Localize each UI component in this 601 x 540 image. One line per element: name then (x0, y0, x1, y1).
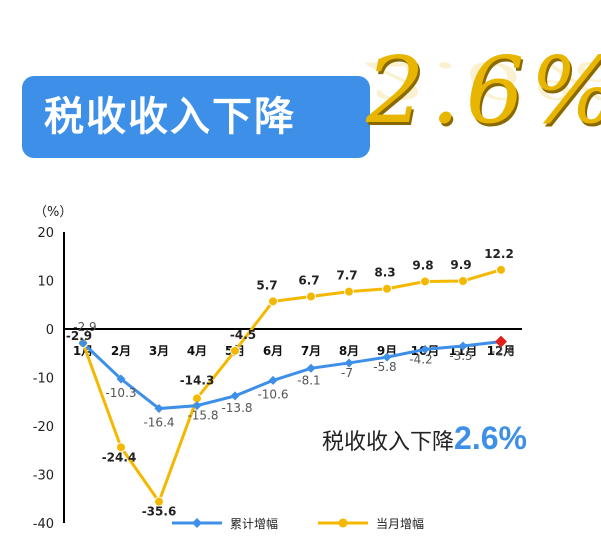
data-label-cumulative: -2.6 (491, 345, 514, 359)
y-tick-label: -10 (33, 372, 54, 387)
y-tick-label: -20 (33, 420, 54, 435)
x-tick-label: 6月 (263, 344, 283, 358)
y-tick-label: 10 (37, 275, 54, 290)
data-label-monthly: 5.7 (256, 278, 277, 292)
point-monthly (230, 345, 240, 356)
series-line-monthly (81, 268, 502, 505)
data-label-cumulative: -4.2 (409, 352, 432, 366)
x-tick-label: 9月 (377, 344, 397, 358)
y-axis-label: （%） (34, 205, 72, 220)
point-monthly (116, 442, 126, 453)
point-cumulative (230, 391, 240, 401)
data-label-cumulative: -3.5 (449, 349, 472, 363)
y-tick-label: 20 (37, 226, 54, 241)
banner-title: 税收收入下降 (44, 94, 296, 140)
data-label-cumulative: -16.4 (143, 416, 174, 430)
point-cumulative-last (495, 335, 507, 348)
y-tick-label: 0 (46, 323, 54, 338)
data-label-monthly: 9.9 (450, 258, 471, 272)
data-label-monthly: -4.5 (230, 328, 256, 342)
x-tick-label: 12月 (487, 344, 516, 358)
x-tick-label: 4月 (187, 344, 207, 358)
data-label-cumulative: -2.9 (73, 320, 96, 334)
data-label-monthly: 7.7 (336, 269, 357, 283)
callout: 税收收入下降2.6% (322, 420, 527, 457)
point-cumulative (78, 338, 88, 348)
data-label-monthly: 6.7 (298, 274, 319, 288)
point-cumulative (116, 374, 126, 384)
title-banner (22, 76, 370, 158)
x-tick-label: 2月 (111, 344, 131, 358)
data-label-cumulative: -10.3 (105, 386, 136, 400)
legend-marker-cumulative (192, 518, 202, 528)
data-label-cumulative: -5.8 (373, 360, 396, 374)
y-tick-label: -40 (33, 517, 54, 532)
legend-label-monthly: 当月增幅 (376, 516, 424, 531)
highlight-number: 2.6% (366, 37, 601, 144)
y-tick-label: -30 (33, 469, 54, 484)
point-monthly (420, 276, 430, 287)
data-label-cumulative: -15.8 (187, 409, 218, 423)
point-cumulative (420, 344, 430, 354)
callout-text: 税收收入下降 (322, 430, 455, 455)
data-label-monthly: 8.3 (374, 266, 395, 280)
point-monthly (496, 264, 506, 275)
x-tick-label: 3月 (149, 344, 169, 358)
data-label-cumulative: -7 (341, 366, 353, 380)
data-label-monthly: -14.3 (180, 373, 215, 387)
point-cumulative (382, 352, 392, 362)
point-monthly (154, 496, 164, 507)
data-label-monthly: 12.2 (484, 247, 514, 261)
x-tick-label: 7月 (301, 344, 321, 358)
legend-label-cumulative: 累计增幅 (230, 516, 278, 531)
point-monthly (344, 286, 354, 297)
point-cumulative (344, 358, 354, 368)
series-line-cumulative (81, 340, 502, 411)
point-cumulative (306, 363, 316, 373)
point-monthly (268, 296, 278, 307)
point-cumulative (458, 341, 468, 351)
x-tick-label: 8月 (339, 344, 359, 358)
data-label-monthly: -35.6 (142, 505, 177, 519)
data-label-cumulative: -10.6 (257, 387, 288, 401)
point-monthly (306, 291, 316, 302)
legend-marker-monthly (338, 518, 348, 528)
point-cumulative (268, 375, 278, 385)
point-monthly (458, 275, 468, 286)
data-label-monthly: 9.8 (412, 258, 433, 272)
data-label-cumulative: -13.8 (221, 401, 252, 415)
callout-number: 2.6% (454, 420, 527, 456)
point-cumulative (192, 401, 202, 411)
data-label-cumulative: -8.1 (297, 373, 320, 387)
point-cumulative (154, 404, 164, 414)
data-label-monthly: -2.9 (66, 329, 92, 343)
data-label-monthly: -24.4 (102, 450, 137, 464)
point-monthly (382, 283, 392, 294)
